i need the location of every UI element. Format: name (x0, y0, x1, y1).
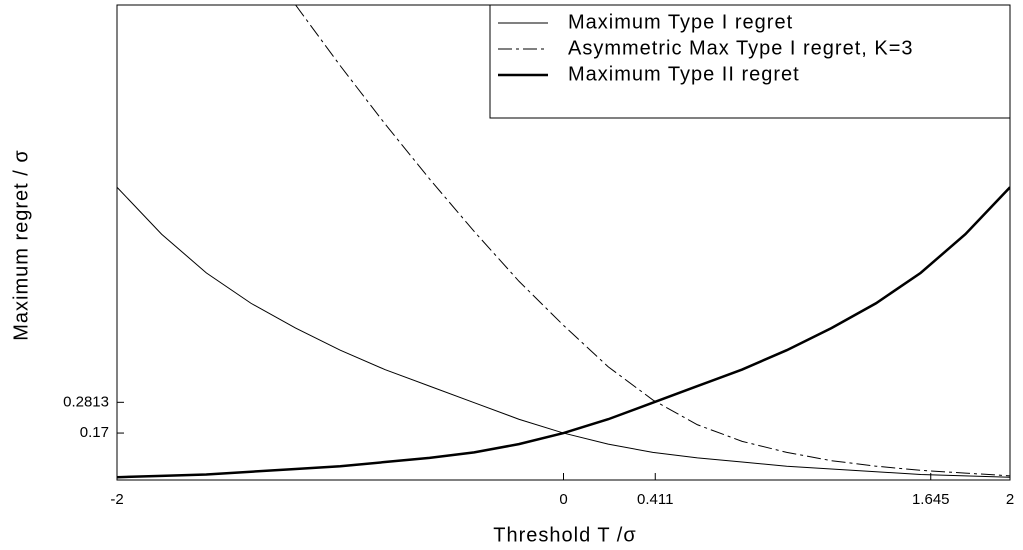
lines (117, 5, 1010, 479)
x-axis-label: Threshold T /σ (493, 524, 636, 546)
series-line (295, 5, 1010, 477)
legend-label: Asymmetric Max Type I regret, K=3 (568, 37, 914, 59)
series-line (117, 186, 1010, 479)
x-tick-label: 2 (1006, 491, 1014, 508)
x-tick-label: -2 (110, 491, 123, 508)
y-axis-label: Maximum regret / σ (10, 149, 32, 341)
x-tick-label: 0 (559, 491, 567, 508)
legend-box (489, 4, 1011, 119)
x-tick-label: 0.411 (637, 491, 673, 508)
y-tick-label: 0.2813 (63, 393, 109, 410)
legend-label: Maximum Type II regret (568, 63, 800, 85)
x-tick-label: 1.645 (912, 491, 950, 508)
y-tick-label: 0.17 (80, 424, 109, 441)
legend-label: Maximum Type I regret (568, 11, 793, 33)
